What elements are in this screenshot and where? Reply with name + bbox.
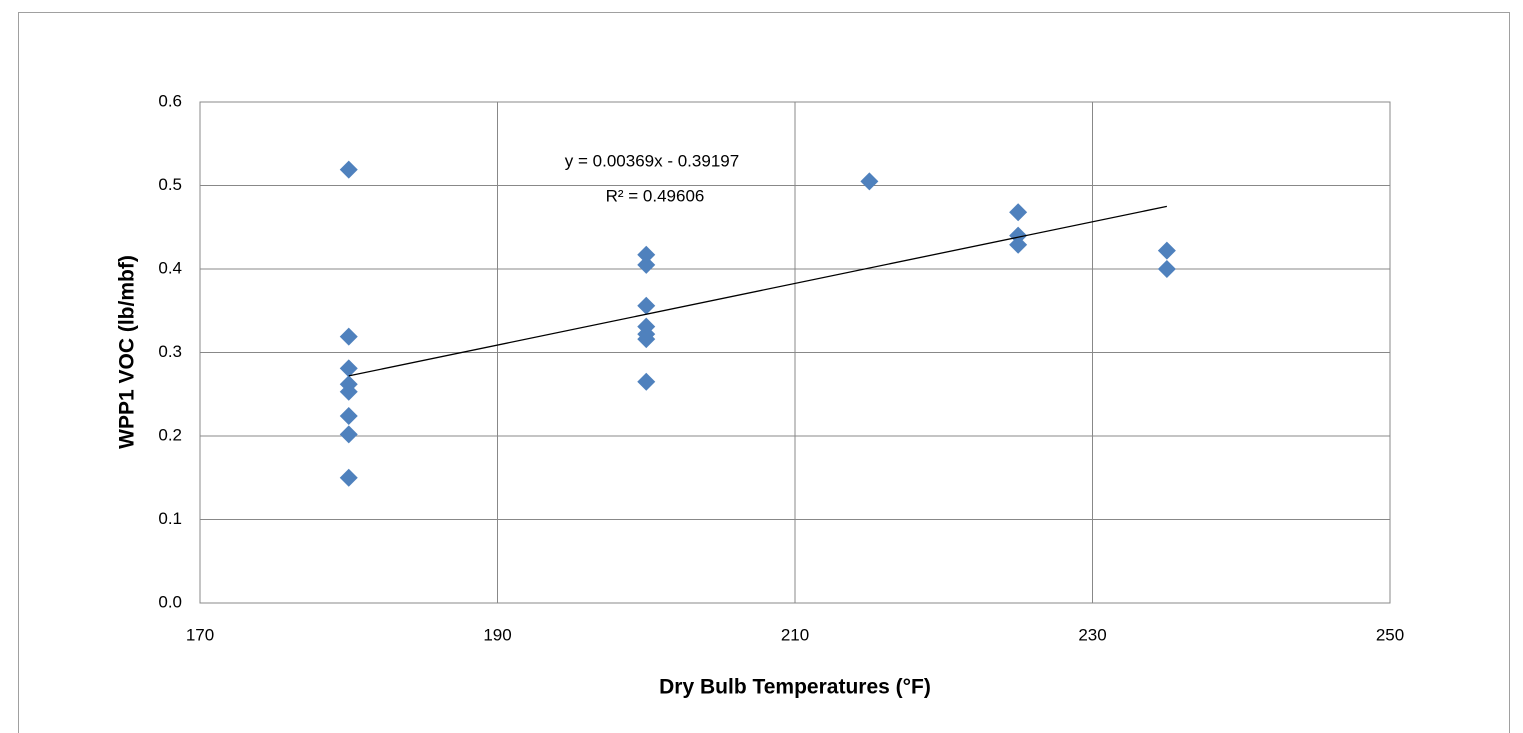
x-tick-label: 230 xyxy=(1078,625,1106,644)
x-axis-title: Dry Bulb Temperatures (°F) xyxy=(659,676,931,699)
point xyxy=(637,255,656,274)
point xyxy=(1157,260,1176,278)
plot-area xyxy=(199,101,1391,604)
point xyxy=(339,327,358,346)
x-tick-label: 170 xyxy=(186,625,214,644)
x-tick-label: 250 xyxy=(1376,625,1404,644)
point xyxy=(339,375,358,394)
y-tick-label: 0.3 xyxy=(158,342,182,361)
point xyxy=(339,160,358,179)
point xyxy=(339,425,358,444)
point xyxy=(1009,235,1028,254)
x-tick-label: 190 xyxy=(483,625,511,644)
point xyxy=(1009,226,1028,245)
y-tick-label: 0.2 xyxy=(158,425,182,444)
point xyxy=(860,172,879,191)
chart-frame xyxy=(18,12,1510,733)
point xyxy=(637,372,656,391)
point xyxy=(637,317,656,336)
point xyxy=(637,296,656,315)
point xyxy=(339,406,358,425)
point xyxy=(1009,203,1028,222)
trendline-r-squared: R² = 0.49606 xyxy=(606,186,705,205)
y-tick-label: 0.4 xyxy=(158,258,182,277)
y-axis-title: WPP1 VOC (lb/mbf) xyxy=(116,255,139,449)
point xyxy=(339,359,358,378)
y-tick-label: 0.6 xyxy=(158,91,182,110)
y-tick-label: 0.1 xyxy=(158,509,182,528)
y-tick-label: 0.0 xyxy=(158,592,182,611)
point xyxy=(1157,241,1176,260)
point xyxy=(339,468,358,487)
y-tick-label: 0.5 xyxy=(158,175,182,194)
trendline xyxy=(348,205,1168,377)
point xyxy=(637,245,656,264)
x-tick-label: 210 xyxy=(781,625,809,644)
trendline-equation: y = 0.00369x - 0.39197 xyxy=(565,151,739,170)
